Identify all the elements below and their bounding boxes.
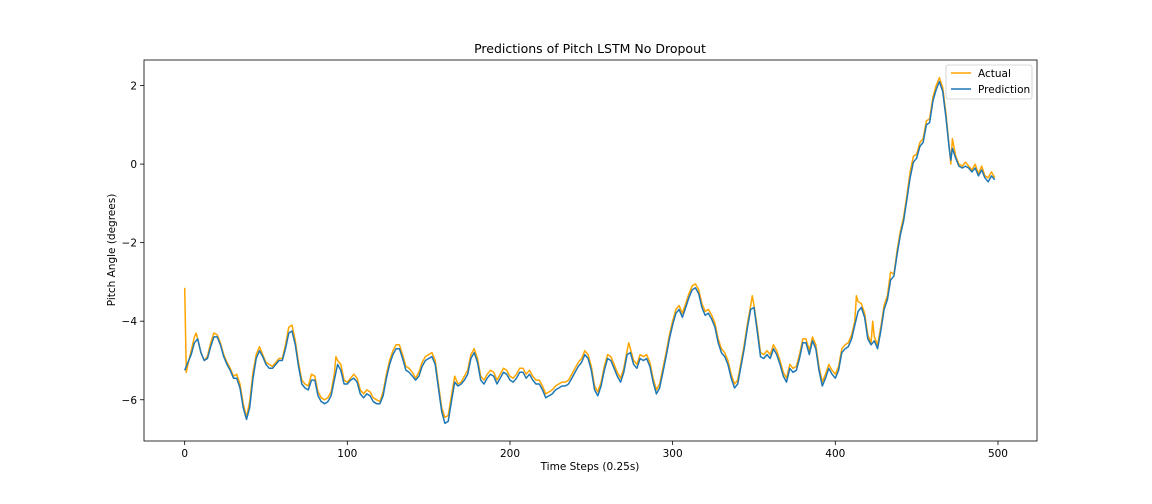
x-tick-label: 300 bbox=[663, 448, 683, 460]
x-tick-label: 400 bbox=[825, 448, 845, 460]
y-tick-label: −2 bbox=[122, 238, 137, 250]
y-axis-label: Pitch Angle (degrees) bbox=[106, 194, 118, 307]
x-axis-label: Time Steps (0.25s) bbox=[540, 461, 640, 473]
x-tick-label: 200 bbox=[500, 448, 520, 460]
y-tick-label: 2 bbox=[130, 81, 137, 93]
series-line-prediction bbox=[184, 80, 996, 425]
legend: Actual Prediction bbox=[945, 64, 1033, 100]
axes-frame bbox=[143, 59, 1038, 442]
plot-area bbox=[183, 76, 996, 425]
x-tick-label: 500 bbox=[988, 448, 1008, 460]
x-axis-ticks: 0 100 200 300 400 500 bbox=[181, 441, 1008, 460]
y-tick-label: −6 bbox=[122, 395, 138, 407]
y-tick-label: −4 bbox=[122, 316, 138, 328]
x-tick-label: 0 bbox=[181, 448, 188, 460]
chart-title: Predictions of Pitch LSTM No Dropout bbox=[474, 41, 706, 56]
x-tick-label: 100 bbox=[337, 448, 357, 460]
y-axis-ticks: −6 −4 −2 0 2 bbox=[122, 81, 144, 407]
series-layer bbox=[183, 76, 996, 425]
legend-label-actual: Actual bbox=[978, 68, 1011, 80]
y-tick-label: 0 bbox=[130, 159, 137, 171]
legend-label-prediction: Prediction bbox=[978, 84, 1030, 96]
